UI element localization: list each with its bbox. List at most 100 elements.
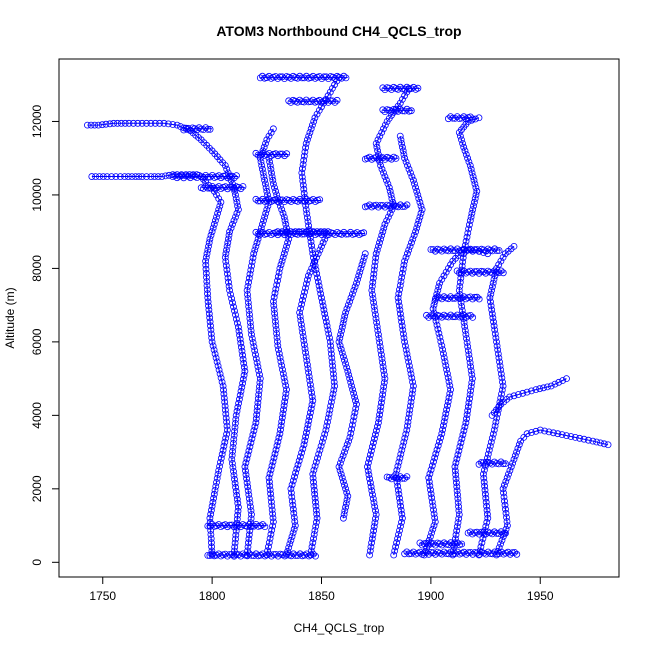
- data-point: [274, 438, 282, 446]
- data-point: [370, 523, 378, 531]
- band-point: [208, 182, 216, 190]
- data-point: [480, 478, 488, 486]
- data-point: [299, 445, 307, 453]
- data-point: [563, 432, 570, 440]
- x-tick-label: 1850: [308, 589, 335, 603]
- data-point: [470, 198, 478, 206]
- band-point: [344, 230, 352, 238]
- data-point: [270, 454, 278, 462]
- data-point: [304, 365, 312, 373]
- data-point: [432, 450, 440, 458]
- data-point: [441, 414, 449, 422]
- data-point: [321, 310, 329, 318]
- band-point: [488, 269, 496, 277]
- data-point: [435, 438, 443, 446]
- data-point: [304, 421, 312, 429]
- data-point: [247, 439, 255, 447]
- data-point: [242, 459, 250, 467]
- band-point: [475, 550, 483, 558]
- data-point: [456, 278, 464, 286]
- data-point: [88, 173, 96, 180]
- data-point: [344, 492, 352, 500]
- data-point: [483, 510, 491, 518]
- data-point: [314, 274, 321, 282]
- data-point: [276, 264, 284, 272]
- data-point: [480, 474, 488, 482]
- data-point: [230, 217, 238, 225]
- band-point: [278, 196, 286, 204]
- data-point: [372, 254, 380, 262]
- data-point: [310, 466, 318, 474]
- data-point: [266, 535, 274, 542]
- data-point: [253, 359, 261, 367]
- data-point: [268, 506, 276, 514]
- band-point: [224, 523, 231, 531]
- data-point: [310, 482, 318, 490]
- data-point: [322, 318, 330, 326]
- data-point: [298, 325, 306, 332]
- data-point: [299, 296, 306, 304]
- data-point: [455, 503, 463, 511]
- band-point: [281, 552, 289, 560]
- data-point: [291, 522, 299, 529]
- data-point: [376, 132, 384, 140]
- x-tick-label: 1900: [418, 589, 445, 603]
- band-point: [372, 153, 380, 161]
- band-point: [254, 151, 262, 159]
- band-point: [226, 521, 234, 529]
- band-point: [199, 185, 207, 192]
- band-point: [338, 230, 346, 238]
- data-point: [234, 511, 242, 519]
- data-point: [367, 543, 375, 551]
- band-point: [447, 548, 455, 556]
- data-point: [223, 165, 231, 173]
- data-point: [396, 310, 404, 318]
- data-point: [377, 351, 385, 359]
- data-point: [378, 395, 386, 403]
- band-point: [248, 552, 256, 559]
- data-point: [116, 173, 124, 181]
- data-point: [290, 525, 298, 533]
- x-axis: 1750 1800 1850 1900 1950: [89, 577, 554, 603]
- data-point: [343, 305, 351, 313]
- band-point: [175, 172, 183, 180]
- data-point: [372, 250, 380, 258]
- data-point: [265, 539, 273, 546]
- data-point: [425, 474, 433, 482]
- data-point: [276, 354, 284, 362]
- data-point: [267, 490, 275, 498]
- data-point: [393, 539, 401, 547]
- data-point: [366, 475, 374, 483]
- data-point: [309, 539, 317, 547]
- band-point: [256, 151, 264, 159]
- band-point: [513, 550, 521, 558]
- data-point: [398, 322, 406, 330]
- data-point: [453, 487, 461, 495]
- band-point: [256, 74, 264, 82]
- data-point: [251, 423, 259, 431]
- data-point: [289, 477, 297, 485]
- data-point: [349, 386, 357, 394]
- band-point: [473, 293, 481, 301]
- data-point: [325, 410, 333, 418]
- data-point: [466, 395, 473, 403]
- data-point: [438, 430, 446, 438]
- data-point: [237, 343, 245, 351]
- data-point: [248, 335, 256, 342]
- band-point: [385, 474, 393, 481]
- data-point: [348, 382, 356, 390]
- data-point: [440, 272, 448, 280]
- band-point: [239, 183, 247, 190]
- data-point: [458, 435, 466, 443]
- data-point: [405, 410, 413, 418]
- data-point: [229, 463, 237, 471]
- band-point: [491, 267, 498, 275]
- data-point: [311, 490, 319, 498]
- data-point: [206, 235, 214, 243]
- data-point: [232, 535, 239, 543]
- data-point: [604, 441, 612, 449]
- data-point: [378, 165, 386, 173]
- data-point: [271, 289, 279, 297]
- data-point: [477, 543, 485, 551]
- data-point: [253, 407, 261, 415]
